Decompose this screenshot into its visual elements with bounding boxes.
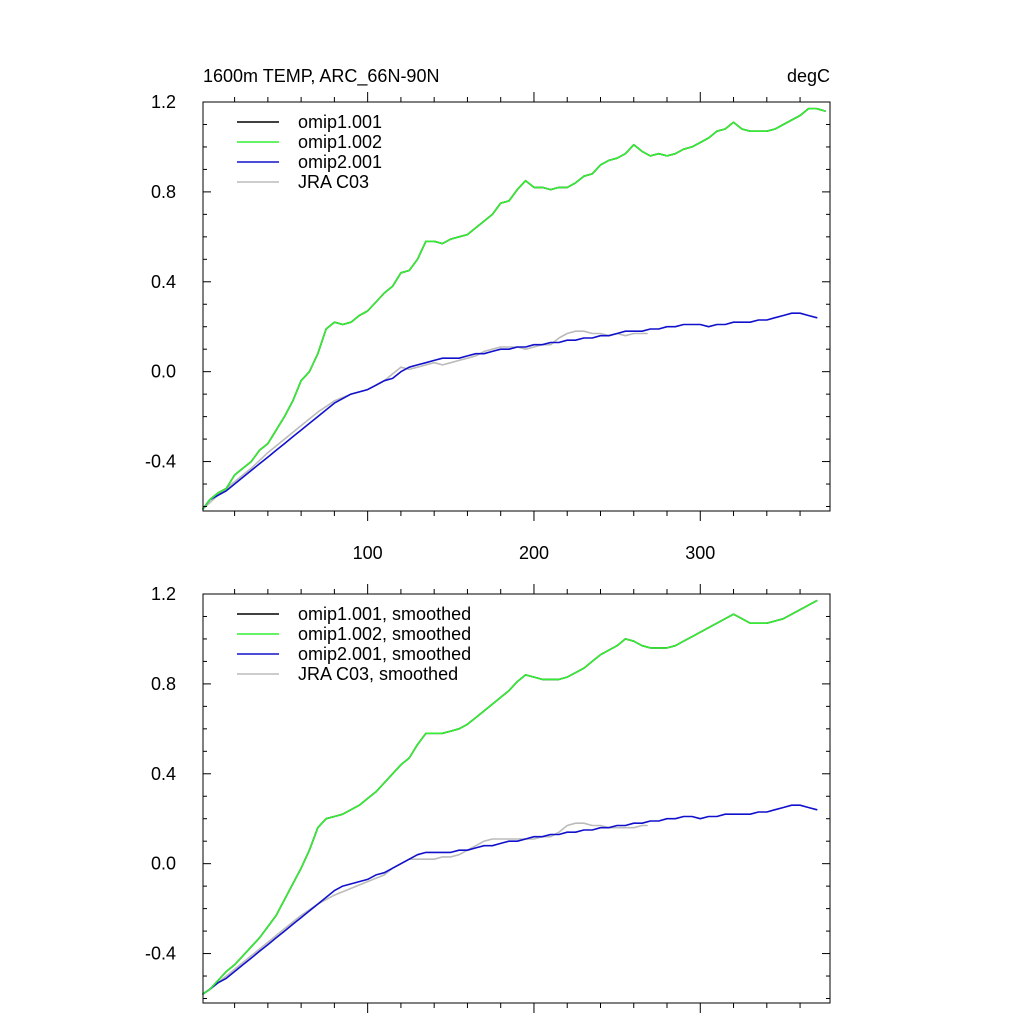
top-chart-title-left: 1600m TEMP, ARC_66N-90N (203, 66, 439, 87)
top-chart-series-line-omip1-002 (202, 107, 826, 510)
top-chart-plot-frame (202, 101, 831, 512)
bottom-chart-y-tick-label: 0.4 (151, 764, 176, 784)
top-chart-x-tick-label: 200 (519, 543, 549, 563)
top-chart-y-tick-label: 0.0 (151, 362, 176, 382)
top-chart-y-tick-labels: -0.4 0.0 0.4 0.8 1.2 (145, 92, 176, 472)
top-chart-x-tick-labels: 100 200 300 (353, 543, 716, 563)
bottom-chart-series (202, 599, 818, 995)
top-chart-panel: 1600m TEMP, ARC_66N-90N degC omip1.001om… (145, 66, 831, 563)
top-chart-title-right: degC (787, 66, 830, 86)
bottom-chart-y-tick-label: 0.8 (151, 674, 176, 694)
bottom-chart-y-tick-label: 1.2 (151, 584, 176, 604)
bottom-chart-series-line-omip1-002-smoothed (202, 599, 818, 995)
bottom-chart-plot-frame (202, 593, 831, 1004)
bottom-chart-legend-label: omip1.002, smoothed (298, 624, 471, 644)
top-chart-x-tick-label: 300 (685, 543, 715, 563)
top-chart-legend-label: omip2.001 (298, 152, 382, 172)
top-chart-y-tick-label: 0.4 (151, 272, 176, 292)
bottom-chart-legend-label: omip2.001, smoothed (298, 644, 471, 664)
top-chart-series (202, 107, 826, 510)
top-chart-x-tick-label: 100 (353, 543, 383, 563)
top-chart-legend-label: JRA C03 (298, 172, 369, 192)
top-chart-legend-label: omip1.001 (298, 112, 382, 132)
top-chart-y-tick-label: 1.2 (151, 92, 176, 112)
top-chart-legend-label: omip1.002 (298, 132, 382, 152)
bottom-chart-series-line-omip2-001-smoothed (202, 804, 818, 995)
top-chart-series-line-jra-c03 (202, 330, 648, 510)
bottom-chart-legend-label: omip1.001, smoothed (298, 604, 471, 624)
bottom-chart-legend-label: JRA C03, smoothed (298, 664, 458, 684)
top-chart-y-tick-label: -0.4 (145, 452, 176, 472)
bottom-chart-y-tick-label: 0.0 (151, 854, 176, 874)
top-chart-y-tick-label: 0.8 (151, 182, 176, 202)
bottom-chart-y-tick-labels: -0.4 0.0 0.4 0.8 1.2 (145, 584, 176, 964)
top-chart-series-line-omip2-001 (202, 312, 818, 510)
bottom-chart-y-tick-label: -0.4 (145, 944, 176, 964)
top-chart-ticks (203, 92, 830, 521)
